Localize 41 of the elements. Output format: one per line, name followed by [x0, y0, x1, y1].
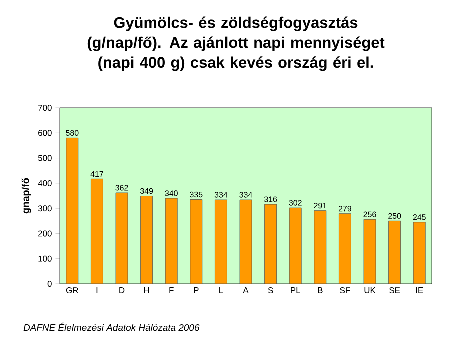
- x-tick-label: IE: [416, 288, 424, 294]
- y-tick-label: 400: [38, 180, 52, 186]
- x-tick-label: F: [170, 288, 174, 294]
- bar: [66, 138, 79, 284]
- y-tick-label: 300: [38, 206, 52, 212]
- bar: [190, 200, 203, 284]
- bar: [413, 222, 426, 284]
- bar: [264, 204, 278, 284]
- text: DAFNE Élelmezési Adatok Hálózata 2006: [24, 322, 200, 332]
- x-tick-label: SE: [390, 288, 400, 294]
- y-tick-label: 100: [38, 256, 52, 262]
- x-tick-label: A: [243, 288, 249, 294]
- bar: [165, 198, 178, 284]
- x-tick-label: D: [120, 288, 125, 294]
- bar: [140, 196, 154, 284]
- y-tick-label: 200: [38, 230, 52, 237]
- x-tick-label: L: [220, 288, 224, 294]
- x-tick-label: PL: [291, 288, 300, 294]
- bar: [339, 214, 352, 284]
- y-axis-title: gnap/fő: [22, 178, 32, 214]
- x-tick-label: H: [144, 288, 150, 294]
- bar: [388, 220, 402, 284]
- y-tick-label: 500: [38, 155, 52, 162]
- bar: [116, 192, 128, 284]
- y-tick-label: 600: [38, 130, 52, 136]
- x-tick-label: P: [194, 288, 199, 294]
- bar: [364, 219, 376, 284]
- bar: [289, 208, 302, 284]
- bar: [215, 200, 228, 284]
- y-tick-label: 0: [48, 281, 52, 287]
- x-tick-label: GR: [66, 288, 78, 294]
- chart-title: Gyümölcs- és zöldségfogyasztás (g/nap/fő). Az ajánlott napi mennyiséget (napi 400 g) csak kevés ország éri el.: [88, 16, 385, 72]
- x-tick-label: UK: [364, 288, 376, 294]
- x-tick-label: B: [318, 288, 323, 294]
- x-tick-label: I: [96, 288, 98, 294]
- y-tick-label: 700: [38, 105, 52, 111]
- x-tick-label: SF: [340, 288, 350, 294]
- x-tick-label: S: [268, 288, 274, 294]
- bar: [314, 210, 327, 284]
- bar: [91, 178, 104, 284]
- bar: [240, 200, 252, 284]
